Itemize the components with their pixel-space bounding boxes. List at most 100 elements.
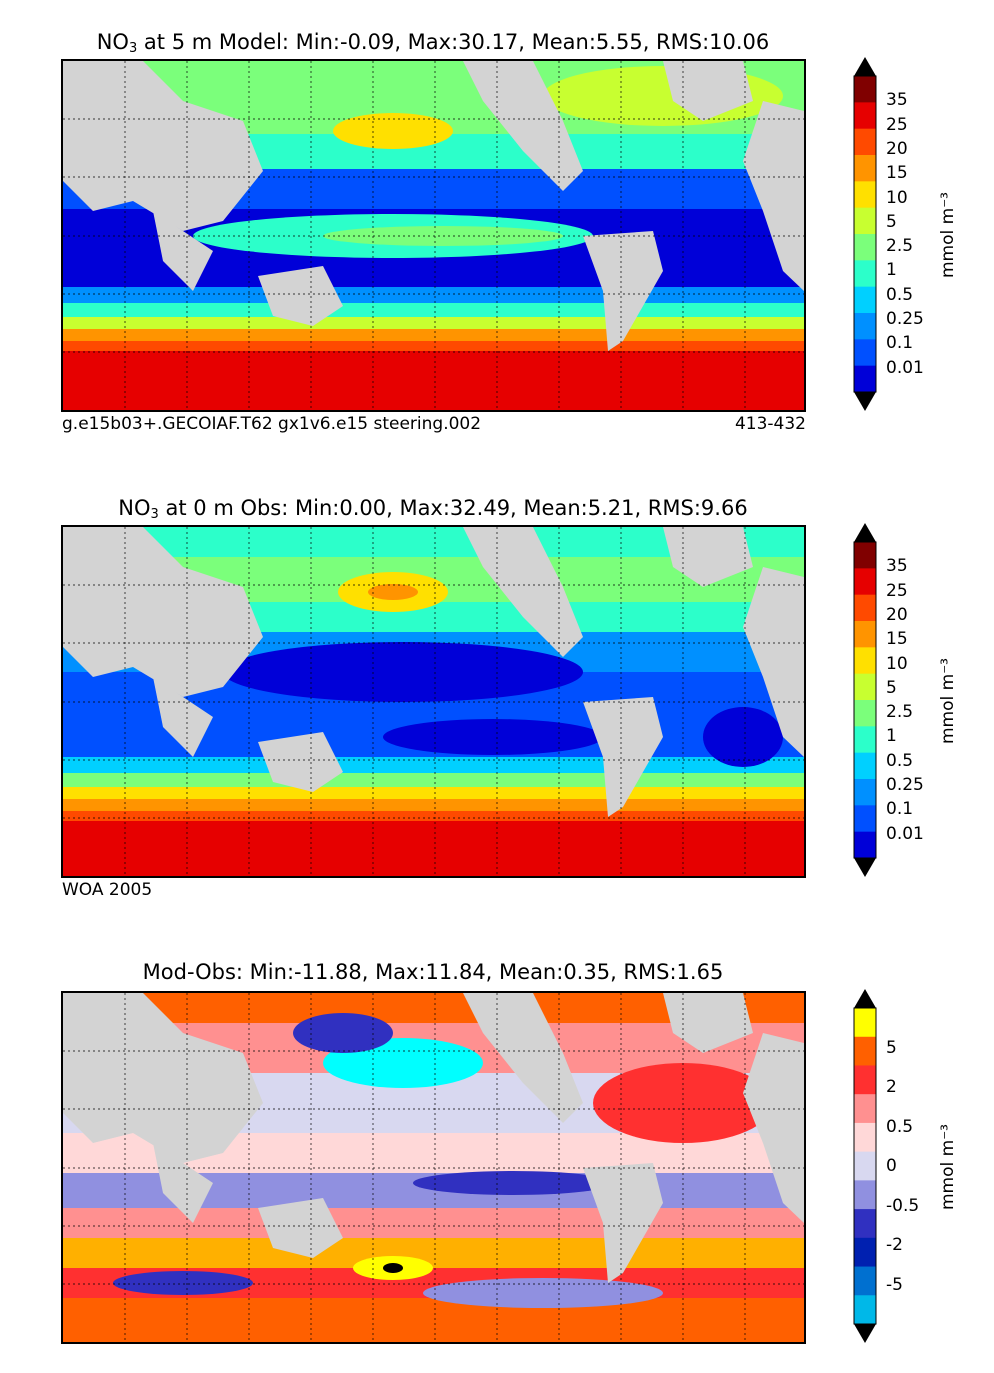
colorbar-segment bbox=[854, 1008, 876, 1037]
model-title: NO3 at 5 m Model: Min:-0.09, Max:30.17, … bbox=[60, 30, 806, 56]
colorbar-top-extend bbox=[854, 57, 876, 76]
colorbar-segment bbox=[854, 831, 876, 859]
colorbar-segment bbox=[854, 1266, 876, 1296]
colorbar-tick-label: 0.25 bbox=[886, 775, 924, 796]
colorbar-bottom-extend bbox=[854, 1324, 876, 1343]
colorbar-segment bbox=[854, 647, 876, 675]
diff-colorbar-label: mmol m⁻³ bbox=[938, 1124, 958, 1210]
colorbar-tick-label: 1 bbox=[886, 260, 897, 281]
colorbar-segment bbox=[854, 805, 876, 833]
obs-panel: NO3 at 0 m Obs: Min:0.00, Max:32.49, Mea… bbox=[60, 496, 958, 900]
colorbar-tick-label: 2 bbox=[886, 1077, 897, 1097]
colorbar-tick-label: 35 bbox=[886, 556, 908, 577]
title-subscript: 3 bbox=[128, 41, 138, 56]
colorbar-tick-label: 0 bbox=[886, 1156, 897, 1176]
colorbar-tick-label: 0.1 bbox=[886, 333, 914, 354]
colorbar-tick-label: -5 bbox=[886, 1274, 903, 1295]
diff-map-svg bbox=[63, 993, 804, 1342]
title-text: at 0 m Obs: Min:0.00, Max:32.49, Mean:5.… bbox=[158, 496, 748, 520]
colorbar-segment bbox=[854, 1209, 876, 1239]
colorbar-tick-label: 25 bbox=[886, 580, 908, 601]
colorbar-tick-label: 2.5 bbox=[886, 702, 914, 723]
colorbar-segment bbox=[854, 1036, 876, 1066]
colorbar-segment bbox=[854, 568, 876, 596]
obs-source: WOA 2005 bbox=[62, 880, 153, 900]
colorbar-segment bbox=[854, 1094, 876, 1124]
obs-title: NO3 at 0 m Obs: Min:0.00, Max:32.49, Mea… bbox=[60, 496, 806, 522]
colorbar-segment bbox=[854, 542, 876, 569]
model-map-svg bbox=[63, 61, 804, 410]
colorbar-tick-label: 15 bbox=[886, 163, 908, 184]
colorbar-segment bbox=[854, 365, 876, 393]
colorbar-segment bbox=[854, 155, 876, 182]
colorbar-tick-label: 15 bbox=[886, 629, 908, 650]
colorbar-tick-label: 35 bbox=[886, 90, 908, 111]
model-panel: NO3 at 5 m Model: Min:-0.09, Max:30.17, … bbox=[0, 0, 994, 460]
colorbar-segment bbox=[854, 621, 876, 648]
colorbar-top-extend bbox=[854, 989, 876, 1008]
colorbar-bottom-extend bbox=[854, 392, 876, 411]
title-species: NO bbox=[96, 30, 129, 54]
colorbar-tick-label: 5 bbox=[886, 1037, 897, 1058]
diff-map bbox=[61, 991, 806, 1344]
colorbar-segment bbox=[854, 128, 876, 156]
colorbar-tick-label: 25 bbox=[886, 114, 908, 135]
diff-colorbar bbox=[853, 989, 877, 1343]
colorbar-segment bbox=[854, 1151, 876, 1181]
colorbar-segment bbox=[854, 181, 876, 209]
colorbar-segment bbox=[854, 313, 876, 340]
colorbar-segment bbox=[854, 76, 876, 103]
colorbar-tick-label: 0.01 bbox=[886, 823, 924, 844]
colorbar-tick-label: 20 bbox=[886, 604, 908, 625]
title-species: NO bbox=[118, 496, 151, 520]
model-year-range: 413-432 bbox=[734, 414, 806, 434]
colorbar-segment bbox=[854, 1065, 876, 1095]
colorbar-bottom-extend bbox=[854, 858, 876, 877]
colorbar-segment bbox=[854, 673, 876, 701]
colorbar-tick-label: 5 bbox=[886, 677, 897, 698]
model-map bbox=[61, 59, 806, 412]
obs-colorbar bbox=[853, 523, 877, 877]
colorbar-segment bbox=[854, 1237, 876, 1268]
obs-map bbox=[61, 525, 806, 878]
colorbar-segment bbox=[854, 1295, 876, 1325]
colorbar-segment bbox=[854, 594, 876, 622]
model-colorbar bbox=[853, 57, 877, 411]
colorbar-segment bbox=[854, 779, 876, 806]
colorbar-segment bbox=[854, 1122, 876, 1153]
colorbar-segment bbox=[854, 207, 876, 235]
colorbar-frame bbox=[853, 75, 877, 393]
model-run-name: g.e15b03+.GECOIAF.T62 gx1v6.e15 steering… bbox=[62, 414, 482, 434]
title-text: at 5 m Model: Min:-0.09, Max:30.17, Mean… bbox=[137, 30, 770, 54]
colorbar-tick-label: 0.1 bbox=[886, 799, 914, 820]
colorbar-segment bbox=[854, 102, 876, 130]
colorbar-tick-label: 0.5 bbox=[886, 284, 914, 305]
colorbar-tick-label: 2.5 bbox=[886, 236, 914, 257]
colorbar-segment bbox=[854, 260, 876, 288]
colorbar-tick-label: 0.01 bbox=[886, 357, 924, 378]
colorbar-tick-label: 10 bbox=[886, 653, 908, 674]
colorbar-tick-label: 0.5 bbox=[886, 750, 914, 771]
colorbar-tick-label: -0.5 bbox=[886, 1195, 920, 1216]
colorbar-tick-label: 5 bbox=[886, 211, 897, 232]
diff-title: Mod-Obs: Min:-11.88, Max:11.84, Mean:0.3… bbox=[60, 960, 806, 984]
colorbar-segment bbox=[854, 339, 876, 367]
colorbar-segment bbox=[854, 234, 876, 261]
title-subscript: 3 bbox=[150, 507, 159, 522]
colorbar-tick-label: 1 bbox=[886, 726, 897, 747]
obs-map-svg bbox=[63, 527, 804, 876]
title-text: Mod-Obs: Min:-11.88, Max:11.84, Mean:0.3… bbox=[142, 960, 724, 984]
colorbar-tick-label: -2 bbox=[886, 1235, 903, 1255]
colorbar-frame bbox=[853, 541, 877, 859]
colorbar-tick-label: 0.25 bbox=[886, 309, 924, 330]
colorbar-tick-label: 10 bbox=[886, 187, 908, 208]
colorbar-segment bbox=[854, 1180, 876, 1210]
colorbar-frame bbox=[853, 1007, 877, 1325]
colorbar-tick-label: 0.5 bbox=[886, 1116, 914, 1137]
colorbar-tick-label: 20 bbox=[886, 138, 908, 159]
colorbar-segment bbox=[854, 752, 876, 780]
colorbar-top-extend bbox=[854, 523, 876, 542]
colorbar-segment bbox=[854, 286, 876, 314]
colorbar-segment bbox=[854, 726, 876, 754]
